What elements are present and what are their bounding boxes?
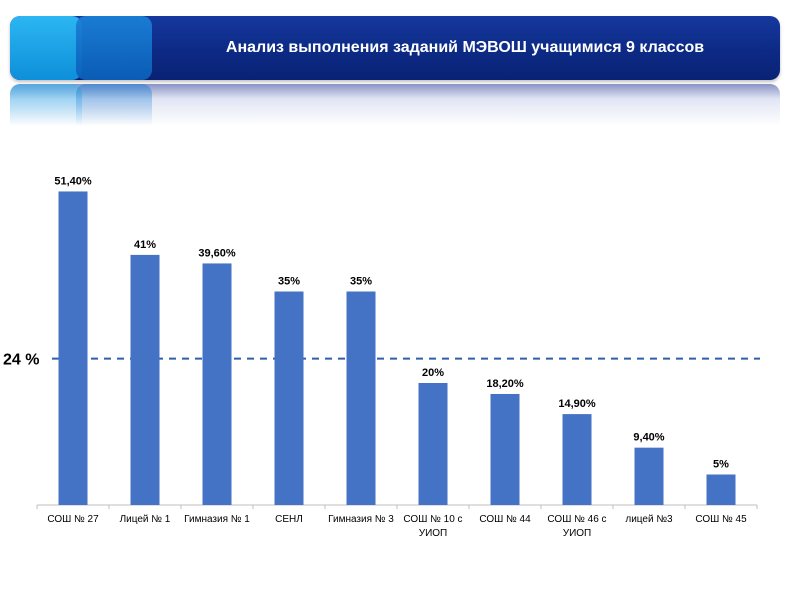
bar-4 (274, 291, 304, 505)
page-title: Анализ выполнения заданий МЭВОШ учащимис… (225, 39, 705, 56)
data-label-9: 9,40% (633, 432, 664, 444)
reflection-tile-light (10, 84, 82, 144)
data-label-2: 41% (134, 239, 156, 251)
reflection-tile-dark (76, 84, 152, 144)
data-label-10: 5% (713, 459, 729, 471)
x-tick-label-6: СОШ № 10 с (403, 514, 462, 525)
data-label-1: 51,40% (54, 175, 92, 187)
x-tick-label-4: СЕНЛ (275, 514, 303, 525)
banner-tile-dark (76, 16, 152, 80)
x-tick-label-3: Гимназия № 1 (184, 514, 250, 525)
data-label-4: 35% (278, 276, 300, 288)
header-reflection (10, 84, 780, 144)
bar-10 (706, 474, 736, 505)
x-tick-label-6-line-2: УИОП (419, 528, 448, 539)
bar-5 (346, 291, 376, 505)
reference-line-label: 24 % (3, 352, 39, 369)
bar-6 (418, 383, 448, 505)
x-tick-label-8-line-2: УИОП (563, 528, 592, 539)
data-label-3: 39,60% (198, 247, 236, 259)
x-tick-label-7: СОШ № 44 (479, 514, 531, 525)
banner-tile-light (10, 16, 82, 80)
bar-9 (634, 447, 664, 505)
x-tick-label-5: Гимназия № 3 (328, 514, 394, 525)
x-tick-label-2: Лицей № 1 (120, 514, 171, 525)
data-label-7: 18,20% (486, 378, 524, 390)
bar-8 (562, 414, 592, 505)
data-label-6: 20% (422, 367, 444, 379)
bar-7 (490, 393, 520, 505)
data-label-8: 14,90% (558, 398, 596, 410)
x-tick-label-8: СОШ № 46 с (547, 514, 606, 525)
header-banner: Анализ выполнения заданий МЭВОШ учащимис… (10, 16, 780, 80)
data-label-5: 35% (350, 276, 372, 288)
bar-1 (58, 191, 88, 505)
x-tick-label-9: лицей №3 (625, 514, 673, 525)
x-tick-label-1: СОШ № 27 (47, 514, 99, 525)
bar-2 (130, 254, 160, 505)
x-tick-label-10: СОШ № 45 (695, 514, 747, 525)
bar-3 (202, 263, 232, 505)
